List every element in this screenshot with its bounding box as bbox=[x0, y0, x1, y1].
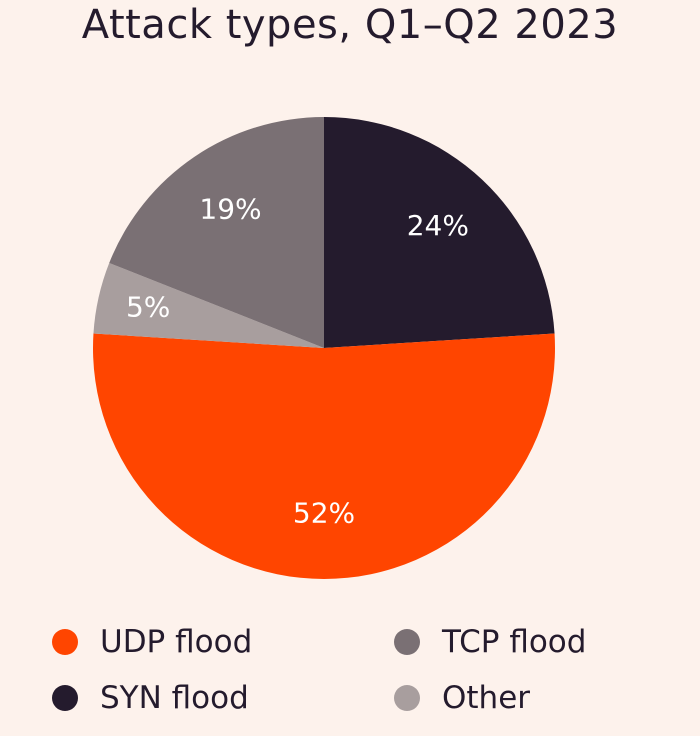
legend-item-other: Other bbox=[394, 678, 530, 718]
slice-label-udp-flood: 52% bbox=[293, 496, 355, 529]
pie-chart: 24% 52% 5% 19% bbox=[93, 117, 555, 579]
slice-label-syn-flood: 24% bbox=[407, 209, 469, 242]
legend-swatch-other bbox=[394, 685, 420, 711]
legend-swatch-udp-flood bbox=[52, 629, 78, 655]
legend-item-udp-flood: UDP flood bbox=[52, 622, 252, 662]
legend-label-syn-flood: SYN flood bbox=[100, 680, 249, 716]
legend-label-tcp-flood: TCP flood bbox=[442, 624, 587, 660]
slice-label-tcp-flood: 19% bbox=[199, 192, 261, 225]
slice-label-other: 5% bbox=[126, 291, 170, 324]
legend-label-other: Other bbox=[442, 680, 531, 716]
pie-slice-tcp-flood bbox=[109, 117, 324, 348]
pie-slice-syn-flood bbox=[324, 117, 555, 348]
legend-label-udp-flood: UDP flood bbox=[100, 624, 253, 660]
legend-swatch-tcp-flood bbox=[394, 629, 420, 655]
legend-item-syn-flood: SYN flood bbox=[52, 678, 249, 718]
legend-swatch-syn-flood bbox=[52, 685, 78, 711]
legend-item-tcp-flood: TCP flood bbox=[394, 622, 586, 662]
pie-slice-other bbox=[93, 262, 324, 348]
chart-title: Attack types, Q1–Q2 2023 bbox=[81, 2, 619, 48]
pie-slice-udp-flood bbox=[93, 333, 555, 579]
